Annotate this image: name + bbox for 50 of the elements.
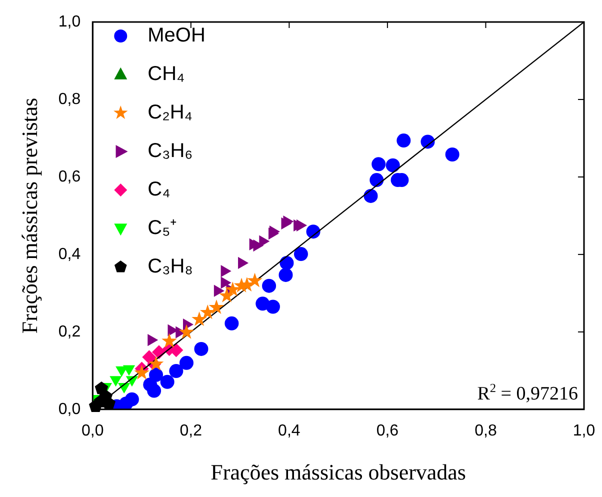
point <box>208 299 224 314</box>
point <box>160 374 174 389</box>
point <box>266 300 280 314</box>
point <box>294 247 308 262</box>
point <box>224 316 239 330</box>
point <box>247 272 262 288</box>
legend-label: C₃H₈ <box>148 256 193 278</box>
point <box>147 384 162 398</box>
x-axis-title: Frações mássicas observadas <box>210 460 466 485</box>
x-tick-label: 0,0 <box>82 422 104 440</box>
y-axis-title: Frações mássicas previstas <box>16 98 42 334</box>
point <box>162 333 177 348</box>
legend-label: C₂H₄ <box>148 102 192 124</box>
legend-label: CH₄ <box>148 63 185 86</box>
point <box>445 147 460 162</box>
point <box>386 158 400 172</box>
x-tick-label: 0,6 <box>376 422 399 440</box>
point <box>178 324 194 339</box>
x-tick-label: 0,2 <box>180 422 202 440</box>
point <box>169 364 184 378</box>
point <box>296 219 307 232</box>
legend-label: MeOH <box>148 24 206 47</box>
point <box>194 342 208 356</box>
point <box>192 311 207 326</box>
point <box>370 173 384 188</box>
legend-label: C₅⁺ <box>148 217 178 240</box>
point <box>278 268 293 282</box>
point <box>364 188 378 203</box>
point <box>102 396 116 410</box>
point <box>262 278 276 293</box>
x-tick-label: 1,0 <box>572 422 596 440</box>
point <box>179 356 194 370</box>
x-tick-label: 0,4 <box>278 422 300 440</box>
point <box>219 288 234 302</box>
y-tick-label: 0,4 <box>58 246 81 263</box>
point <box>148 356 164 371</box>
legend-label: C₃H₆ <box>148 140 193 162</box>
point <box>225 282 240 296</box>
point <box>372 157 386 172</box>
y-tick-label: 0,6 <box>58 168 81 186</box>
point <box>306 224 320 239</box>
point <box>134 364 150 380</box>
y-tick-label: 0,8 <box>58 90 81 108</box>
legend-label: C₄ <box>148 178 170 201</box>
x-tick-label: 0,8 <box>474 422 497 440</box>
point <box>214 284 224 297</box>
y-tick-label: 1,0 <box>58 13 81 30</box>
y-tick-label: 0,2 <box>58 323 81 340</box>
point <box>396 134 411 148</box>
y-tick-label: 0,0 <box>58 400 81 418</box>
